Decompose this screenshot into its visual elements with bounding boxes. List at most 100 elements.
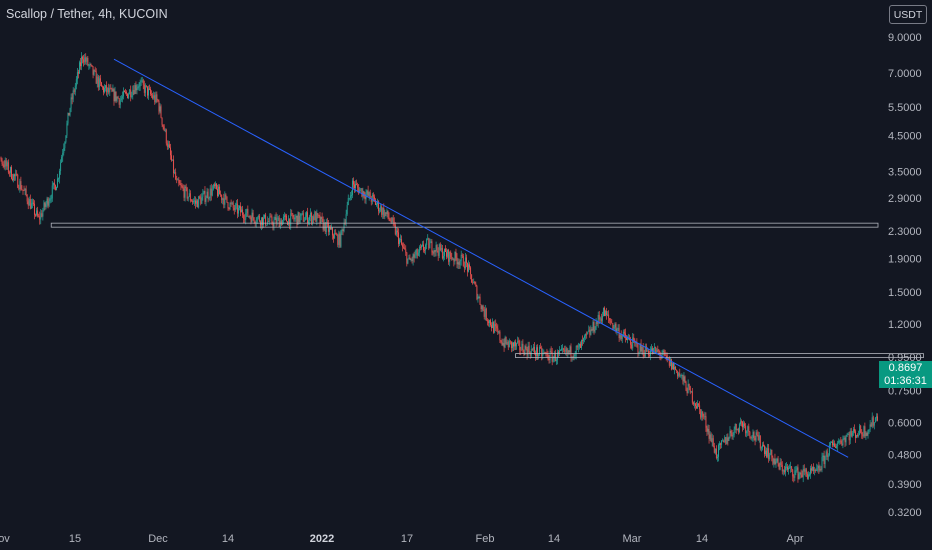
candle-body — [366, 190, 368, 194]
candle-body — [262, 217, 263, 225]
candle-body — [488, 320, 490, 323]
candle-body — [498, 331, 500, 333]
candle-body — [186, 188, 188, 199]
candle-body — [676, 369, 678, 371]
candle-body — [724, 437, 726, 442]
candle-body — [228, 208, 230, 209]
candle-body — [579, 343, 581, 348]
candle-body — [195, 200, 196, 204]
candle-body — [382, 207, 384, 215]
candle-body — [720, 443, 722, 445]
candle-body — [381, 206, 383, 215]
candle-body — [468, 264, 469, 272]
candle-body — [538, 354, 540, 356]
candle-body — [833, 443, 834, 446]
candle-body — [217, 188, 218, 197]
candle-body — [838, 440, 840, 443]
candle-body — [550, 350, 552, 353]
time-axis[interactable]: ov 15 Dec 14 2022 17 Feb 14 Mar 14 Apr — [0, 533, 804, 545]
candle-body — [849, 431, 851, 441]
horizontal-levels[interactable] — [50, 222, 924, 359]
candle-body — [866, 433, 868, 436]
candle-body — [758, 435, 760, 441]
candle-body — [784, 466, 786, 473]
candle-body — [464, 257, 466, 269]
candle-body — [79, 62, 80, 74]
candle-body — [434, 250, 436, 252]
candle-body — [542, 352, 544, 357]
candle-body — [320, 216, 322, 224]
candle-body — [77, 72, 79, 74]
candle-body — [236, 203, 238, 214]
candle-body — [822, 455, 824, 458]
candle-body — [364, 196, 366, 200]
candle-body — [312, 216, 314, 223]
candle-body — [265, 214, 267, 225]
candle-body — [522, 343, 524, 352]
candle-body — [837, 442, 839, 446]
candle-body — [842, 438, 844, 446]
candle-body — [843, 437, 845, 439]
candle-body — [149, 88, 150, 90]
candle-body — [316, 213, 318, 222]
candle-body — [100, 82, 102, 87]
candle-body — [360, 188, 362, 190]
candle-body — [408, 257, 410, 259]
candle-body — [209, 188, 211, 199]
candle-body — [357, 184, 359, 188]
candle-body — [594, 329, 596, 332]
candle-body — [767, 448, 769, 457]
candle-body — [250, 217, 252, 223]
candle-body — [789, 467, 791, 469]
candle-body — [368, 192, 370, 196]
candle-body — [712, 438, 714, 447]
candle-body — [148, 88, 149, 96]
candle-body — [617, 328, 619, 330]
candle-body — [620, 334, 622, 339]
candle-body — [334, 233, 336, 239]
currency-button[interactable]: USDT — [889, 5, 927, 24]
candle-body — [309, 216, 310, 221]
candle-body — [418, 247, 420, 253]
candle-body — [51, 185, 53, 199]
candle-body — [500, 340, 502, 343]
candle-body — [691, 391, 693, 403]
candle-body — [17, 174, 19, 188]
candle-body — [562, 348, 564, 350]
candle-body — [90, 63, 92, 66]
candle-body — [531, 349, 533, 350]
candle-body — [723, 440, 725, 442]
candle-body — [851, 432, 853, 436]
candle-body — [341, 229, 343, 231]
candle-body — [361, 188, 363, 197]
candle-body — [109, 88, 111, 93]
candle-body — [184, 186, 186, 198]
candle-body — [532, 346, 534, 350]
candle-body — [327, 223, 329, 232]
candle-body — [166, 143, 168, 147]
candle-body — [117, 96, 119, 99]
candle-body — [276, 218, 278, 224]
candle-body — [427, 238, 429, 240]
candle-body — [546, 352, 548, 354]
price-axis[interactable]: 0.32000.39000.48000.60000.75000.95001.20… — [888, 32, 922, 519]
candle-body — [40, 213, 42, 220]
candle-body — [203, 190, 205, 194]
candle-body — [411, 259, 413, 261]
candle-body — [528, 345, 530, 353]
candle-body — [743, 423, 745, 428]
trendline-layer[interactable] — [113, 58, 849, 458]
chart-title: Scallop / Tether, 4h, KUCOIN — [6, 7, 168, 21]
candle-body — [244, 218, 246, 220]
candle-body — [128, 94, 130, 99]
candle-body — [50, 198, 52, 200]
candle-body — [509, 340, 511, 342]
candle-body — [69, 108, 71, 116]
candle-body — [718, 445, 719, 457]
candle-body — [390, 220, 392, 223]
candle-body — [105, 85, 107, 89]
candle-body — [193, 201, 194, 202]
candle-body — [845, 436, 847, 443]
candle-body — [268, 221, 270, 222]
